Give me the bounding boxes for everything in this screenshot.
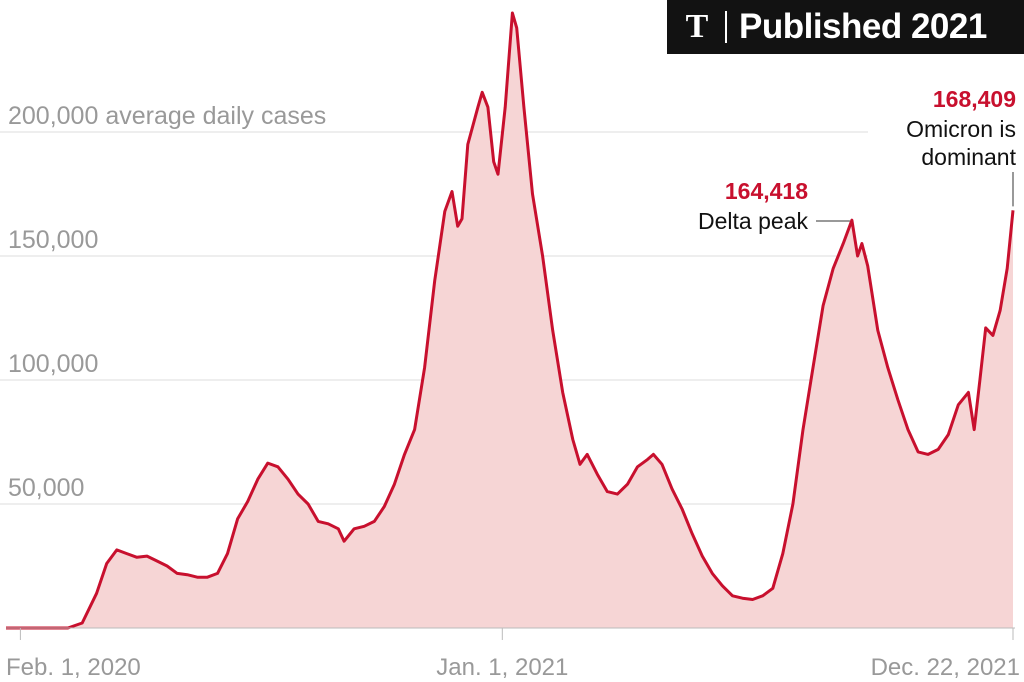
published-badge: T Published 2021 (667, 0, 1024, 54)
y-axis-labels: 200,000 average daily cases 150,000 100,00… (8, 102, 326, 502)
published-label: Published 2021 (739, 7, 987, 46)
delta-label: Delta peak (698, 208, 808, 234)
x-tick-label: Feb. 1, 2020 (6, 654, 141, 681)
y-tick-label: 50,000 (8, 474, 84, 502)
y-tick-label: 200,000 average daily cases (8, 102, 326, 130)
nyt-logo-icon: T (685, 8, 709, 45)
omicron-value: 168,409 (933, 86, 1016, 112)
y-tick-label: 150,000 (8, 226, 98, 254)
x-tick-label: Dec. 22, 2021 (871, 654, 1020, 681)
y-tick-label: 100,000 (8, 350, 98, 378)
x-axis: Feb. 1, 2020 Jan. 1, 2021 Dec. 22, 2021 (6, 628, 1020, 681)
x-tick-label: Jan. 1, 2021 (436, 654, 568, 681)
badge-divider (725, 11, 727, 43)
omicron-label: Omicron is (906, 116, 1016, 142)
cases-line (6, 11, 1015, 630)
delta-value: 164,418 (725, 178, 808, 204)
cases-area (6, 13, 1013, 628)
omicron-label: dominant (921, 144, 1016, 170)
